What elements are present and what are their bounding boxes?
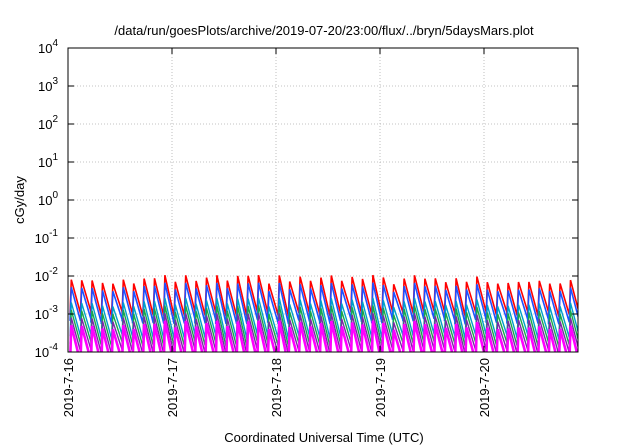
y-axis-label: cGy/day xyxy=(12,176,27,224)
x-tick-label: 2019-7-18 xyxy=(269,358,284,417)
x-tick-label: 2019-7-20 xyxy=(477,358,492,417)
y-tick-label: 100 xyxy=(38,190,58,208)
y-tick-label: 10-3 xyxy=(35,304,59,322)
x-tick-label: 2019-7-19 xyxy=(373,358,388,417)
y-tick-label: 10-1 xyxy=(35,228,59,246)
y-tick-label: 10-2 xyxy=(35,266,59,284)
x-axis-label: Coordinated Universal Time (UTC) xyxy=(224,430,423,445)
series-line-5 xyxy=(69,320,578,352)
x-tick-label: 2019-7-16 xyxy=(61,358,76,417)
chart-title: /data/run/goesPlots/archive/2019-07-20/2… xyxy=(114,23,534,38)
y-tick-label: 10-4 xyxy=(35,342,59,360)
x-axis-ticks: 2019-7-16 2019-7-17 2019-7-18 2019-7-19 2019… xyxy=(61,48,492,417)
series-group xyxy=(69,274,578,352)
y-tick-label: 103 xyxy=(38,76,58,94)
y-axis-ticks: 10-4 10-3 10-2 10-1 100 101 102 103 104 xyxy=(35,38,578,360)
y-tick-label: 102 xyxy=(38,114,58,132)
y-tick-label: 104 xyxy=(38,38,58,56)
grid xyxy=(68,48,578,352)
y-tick-label: 101 xyxy=(38,152,58,170)
x-tick-label: 2019-7-17 xyxy=(165,358,180,417)
